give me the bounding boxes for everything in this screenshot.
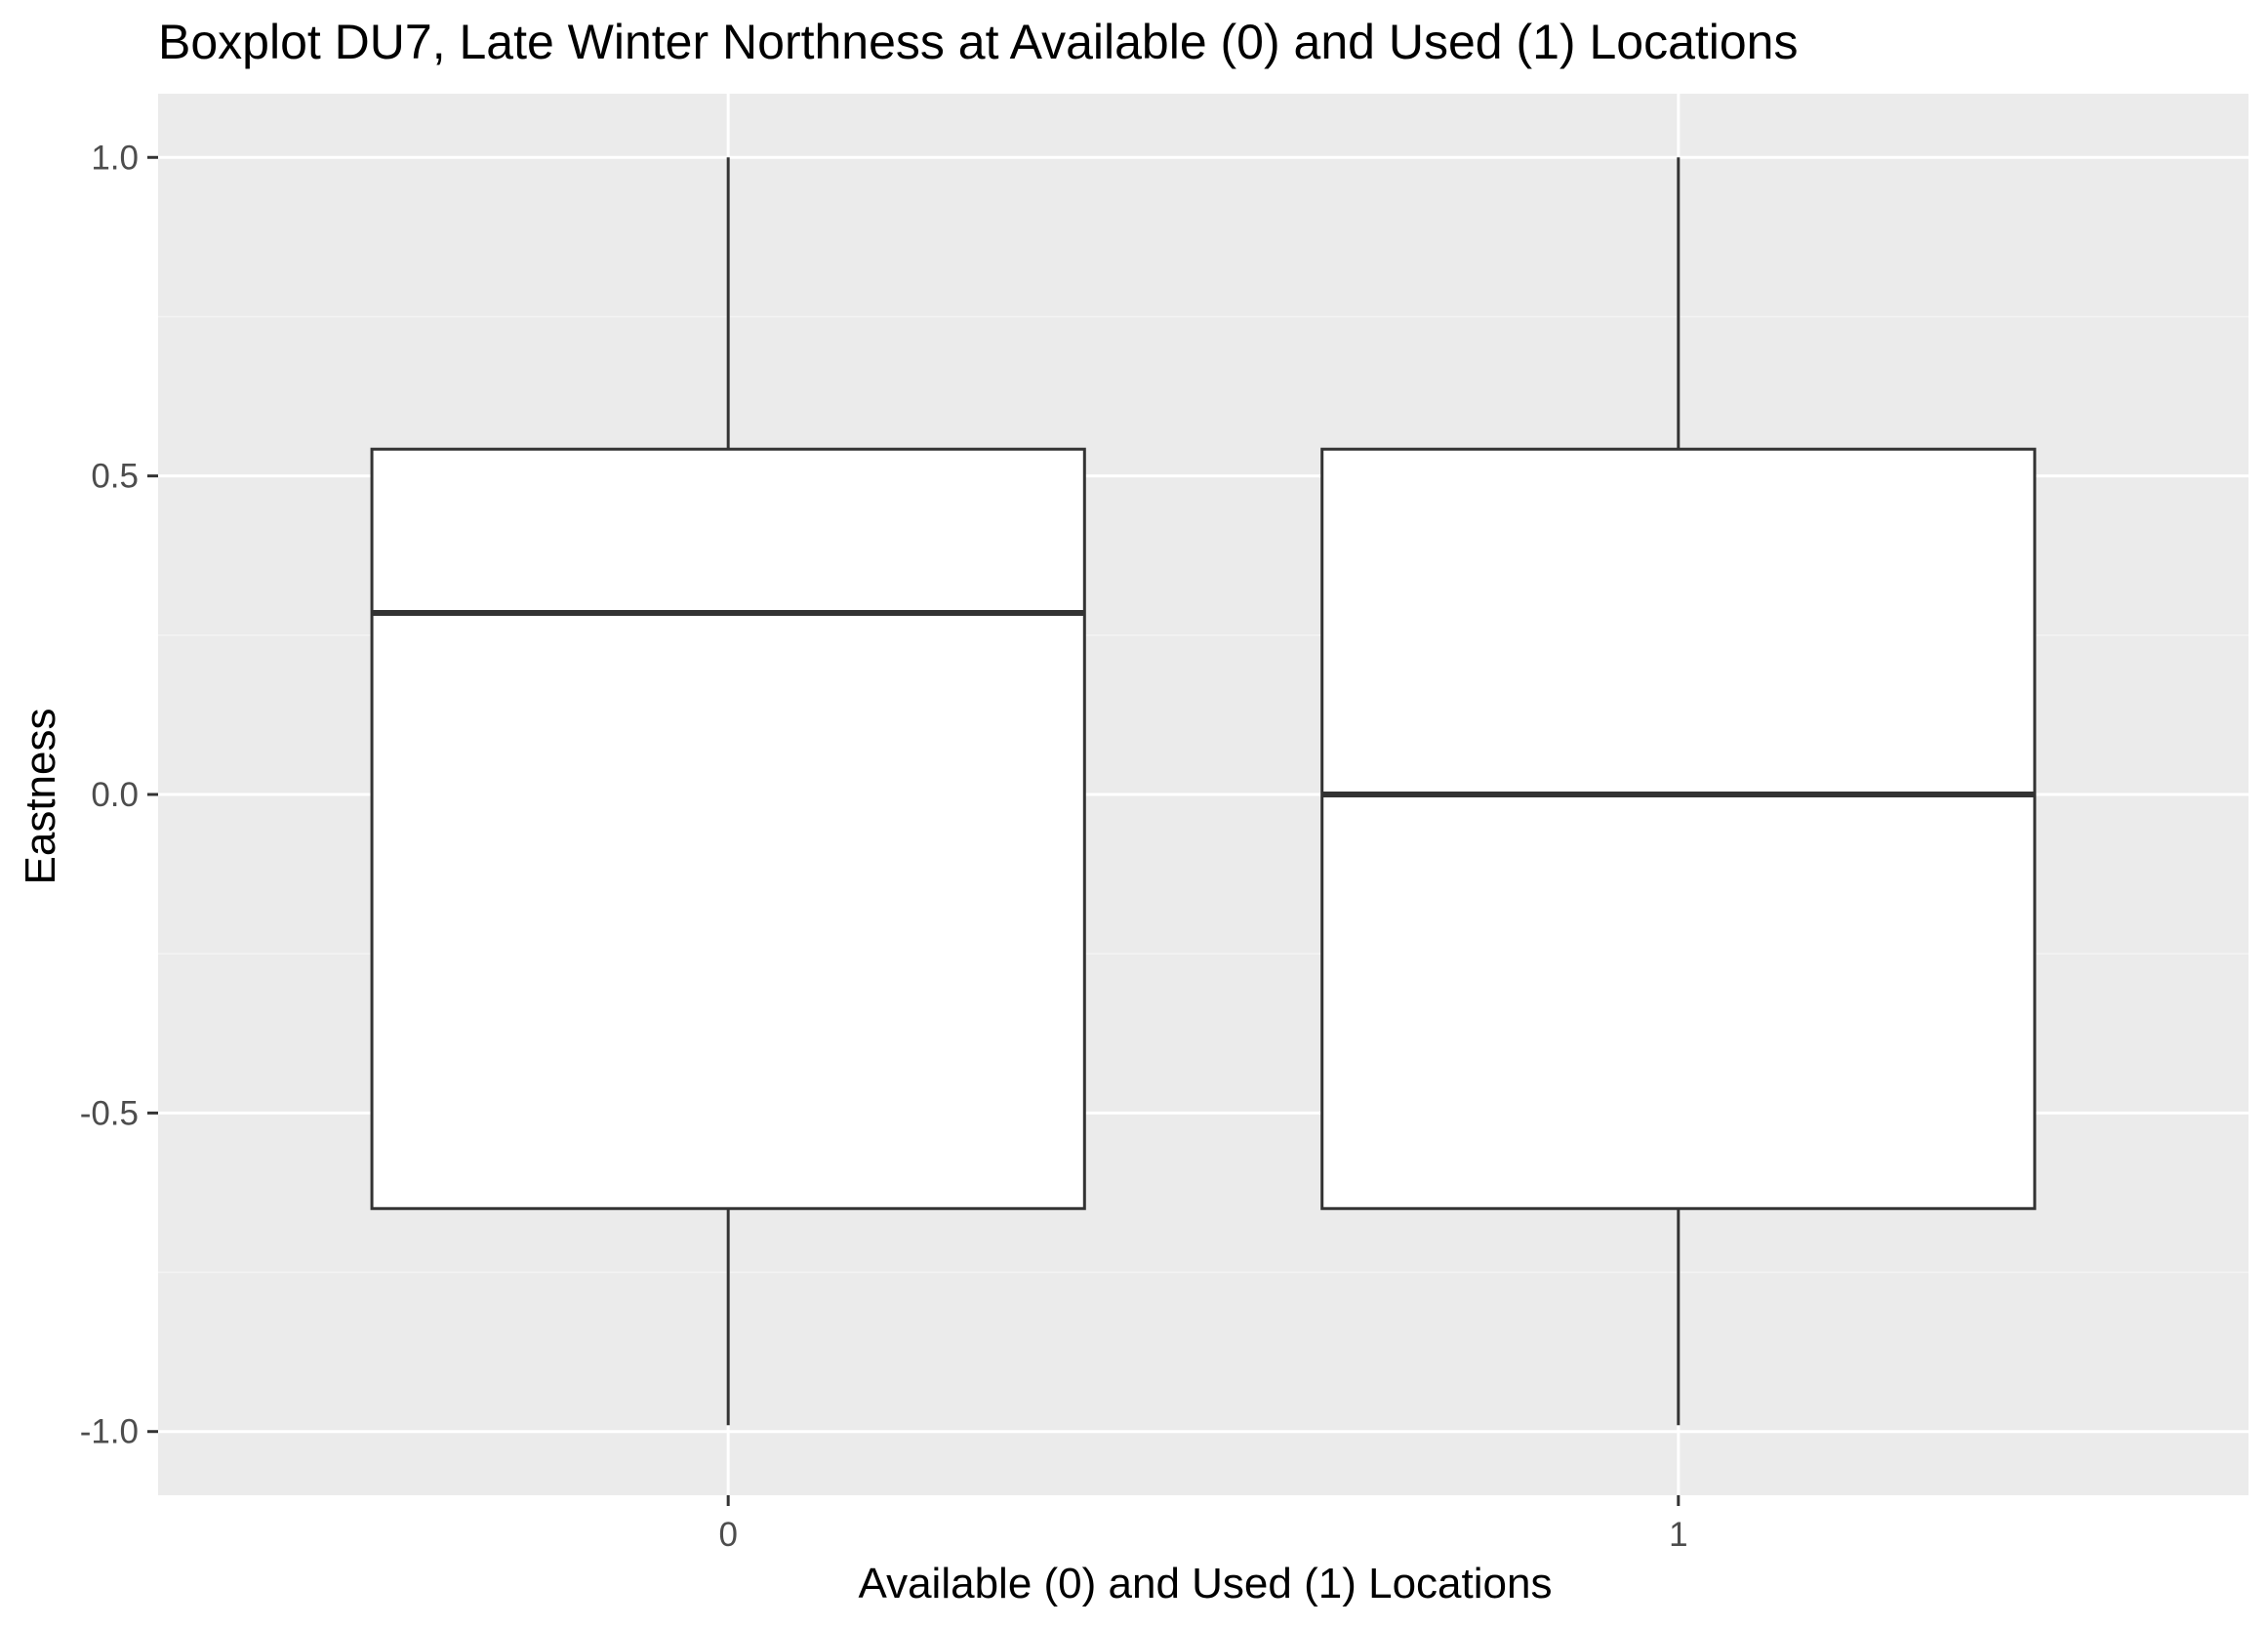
x-axis-title: Available (0) and Used (1) Locations: [859, 1560, 1553, 1607]
chart-title: Boxplot DU7, Late Winter Northness at Av…: [158, 15, 1799, 69]
y-axis-title: Eastness: [17, 709, 64, 885]
box-group: [1320, 157, 2037, 1426]
x-tick-label: 0: [718, 1516, 737, 1554]
y-tick-label: -1.0: [80, 1413, 139, 1451]
y-tick-label: -0.5: [80, 1094, 139, 1132]
box-iqr: [370, 447, 1086, 1210]
y-tick-label: 0.5: [91, 458, 139, 496]
box-iqr: [1320, 447, 2037, 1210]
boxes-layer: [370, 157, 2037, 1426]
y-tick-label: 1.0: [91, 139, 139, 177]
box-group: [370, 157, 1086, 1426]
y-tick-label: 0.0: [91, 776, 139, 814]
x-tick-label: 1: [1669, 1516, 1687, 1554]
y-axis: -1.0 -0.5 0.0 0.5 1.0: [80, 139, 158, 1451]
